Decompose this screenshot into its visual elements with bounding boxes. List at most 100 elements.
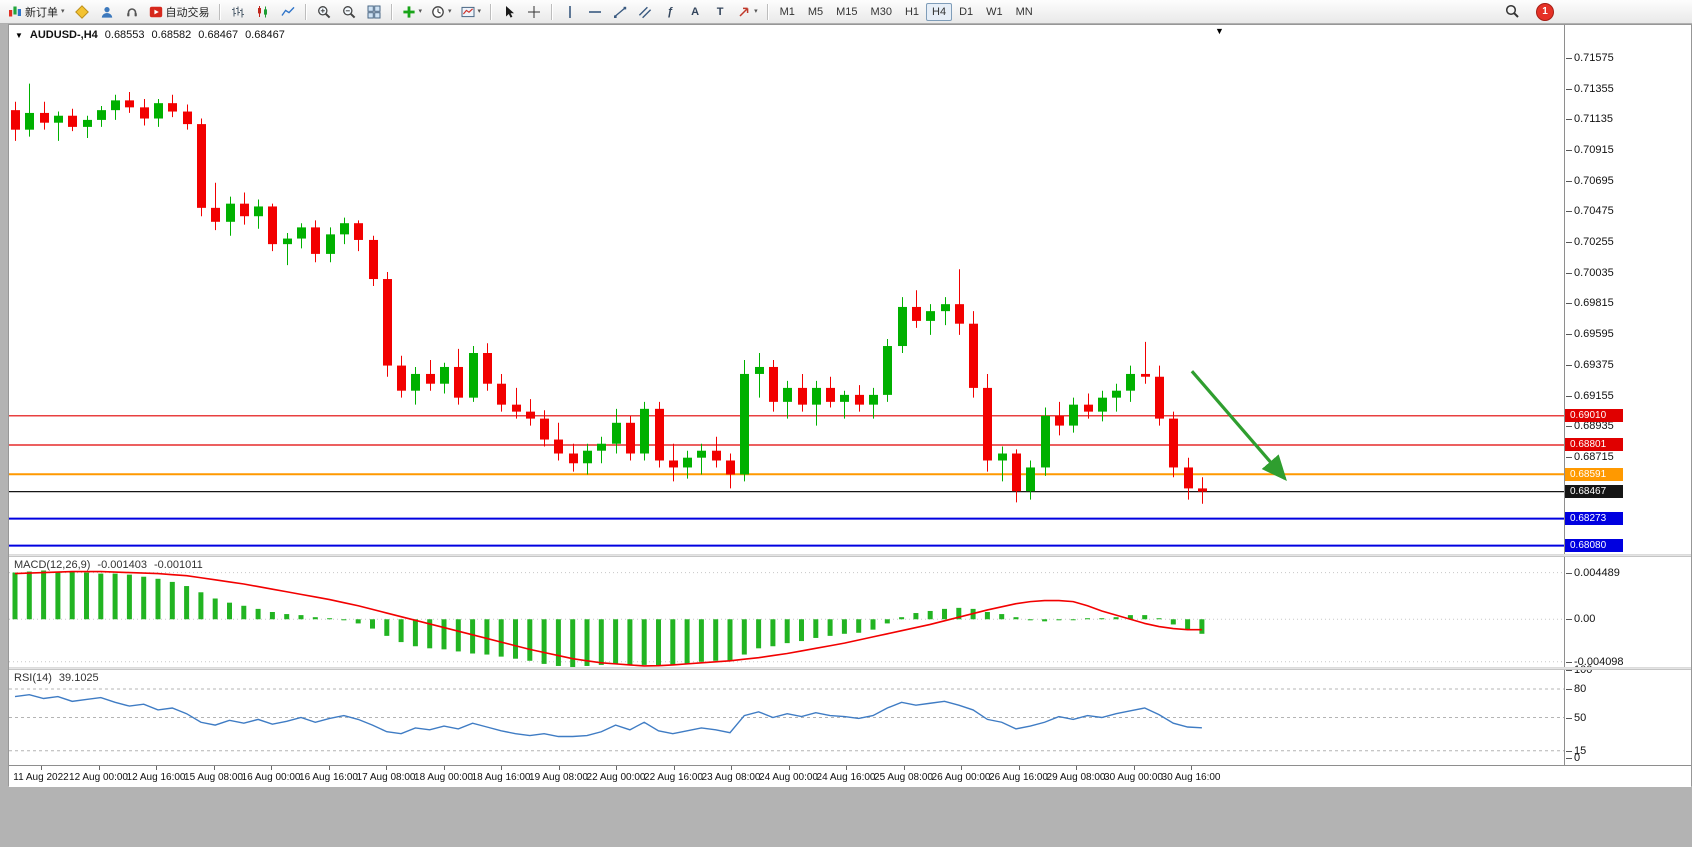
headset-icon: [126, 7, 137, 16]
time-axis-tick: [443, 766, 445, 770]
date-axis-label: 30 Aug 16:00: [1161, 772, 1221, 783]
horizontal-line-button[interactable]: [583, 2, 607, 22]
pane-divider[interactable]: [9, 667, 1691, 670]
search-button[interactable]: [1500, 2, 1524, 22]
price-level-badge[interactable]: 0.68801: [1565, 438, 1623, 452]
chart-window: ▼ AUDUSD-,H4 0.68553 0.68582 0.68467 0.6…: [8, 24, 1692, 787]
date-axis-label: 17 Aug 08:00: [356, 772, 416, 783]
price-axis[interactable]: 0.71575 0.71355 0.71135 0.70915 0.70695 0.704…: [1564, 25, 1691, 765]
timeframe-m1-button[interactable]: M1: [774, 3, 801, 21]
text-button[interactable]: A: [683, 2, 707, 22]
main-chart-pane[interactable]: [9, 25, 1564, 554]
indicators-button[interactable]: ▾: [398, 2, 427, 22]
chevron-down-icon: ▾: [418, 8, 423, 15]
axis-tick-label: -0.004098: [1566, 655, 1624, 668]
templates-button[interactable]: ▾: [457, 2, 486, 22]
rsi-pane[interactable]: [9, 670, 1564, 765]
new-order-icon: [9, 6, 21, 17]
date-axis-label: 11 Aug 2022: [13, 772, 69, 783]
candlestick-icon: [257, 5, 267, 17]
timeframe-w1-button[interactable]: W1: [980, 3, 1009, 21]
date-axis-label: 30 Aug 00:00: [1104, 772, 1163, 783]
pane-divider[interactable]: [9, 554, 1691, 557]
fibonacci-button[interactable]: ƒ: [658, 2, 682, 22]
bar-chart-button[interactable]: [226, 2, 250, 22]
ohlc-open: 0.68553: [104, 29, 145, 41]
axis-tick-label: 0.004489: [1566, 566, 1620, 579]
arrows-button[interactable]: ▾: [733, 2, 762, 22]
price-level-badge[interactable]: 0.68080: [1565, 539, 1623, 553]
community-button[interactable]: [95, 2, 119, 22]
macd-header: MACD(12,26,9) -0.001403 -0.001011: [14, 559, 203, 571]
zoom-in-button[interactable]: [312, 2, 336, 22]
date-axis-label: 24 Aug 00:00: [759, 772, 818, 783]
timeframe-h1-button[interactable]: H1: [899, 3, 925, 21]
axis-tick-label: 50: [1565, 711, 1587, 724]
notification-badge[interactable]: 1: [1536, 2, 1554, 21]
one-click-trading-toggle[interactable]: ▼: [15, 30, 23, 40]
metaeditor-icon: [74, 4, 89, 19]
time-axis[interactable]: 11 Aug 2022 12 Aug 00:00 12 Aug 16:00 15 Au…: [9, 765, 1691, 787]
toolbar-separator: [304, 3, 307, 20]
support-button[interactable]: [120, 2, 144, 22]
channel-icon: [638, 6, 652, 18]
date-axis-label: 12 Aug 00:00: [69, 772, 128, 783]
date-axis-label: 25 A​ug 08:00: [874, 772, 933, 783]
time-axis-tick: [271, 766, 272, 770]
text-label-button[interactable]: T: [708, 2, 732, 22]
text-tool-icon: A: [691, 5, 700, 18]
crosshair-button[interactable]: [522, 2, 546, 22]
metaeditor-button[interactable]: [70, 2, 94, 22]
time-axis-tick: [328, 766, 330, 770]
timeframe-m5-button[interactable]: M5: [802, 3, 829, 21]
rsi-value: 39.1025: [58, 672, 99, 684]
autotrading-button[interactable]: 自动交易: [145, 2, 214, 22]
macd-pane[interactable]: [9, 557, 1564, 667]
toolbar-separator: [766, 3, 769, 20]
chart-shift-marker[interactable]: ▼: [1215, 26, 1224, 36]
vertical-line-button[interactable]: [558, 2, 582, 22]
price-level-badge[interactable]: 0.68467: [1565, 485, 1623, 499]
new-order-button[interactable]: 新订单 ▾: [4, 2, 69, 22]
timeframe-h4-button[interactable]: H4: [926, 2, 953, 21]
candlestick-chart-button[interactable]: [251, 2, 275, 22]
price-level-badge[interactable]: 0.68591: [1565, 467, 1623, 481]
toolbar-separator: [218, 3, 221, 20]
ohlc-low: 0.68467: [198, 29, 239, 41]
axis-tick-label: 0.71575: [1566, 51, 1614, 64]
axis-tick-label: 0.71355: [1566, 82, 1614, 95]
axis-tick-label: 0: [1565, 752, 1581, 764]
zoom-out-button[interactable]: [337, 2, 361, 22]
trendline-button[interactable]: [608, 2, 632, 22]
cursor-button[interactable]: [497, 2, 521, 22]
chevron-down-icon: ▾: [477, 8, 482, 15]
clock-icon: [432, 5, 444, 18]
tile-windows-icon: [367, 5, 381, 18]
ohlc-high: 0.68582: [151, 29, 192, 41]
price-level-badge[interactable]: 0.68273: [1565, 512, 1623, 526]
crosshair-icon: [528, 5, 541, 18]
line-chart-button[interactable]: [276, 2, 300, 22]
arrow-tool-icon: [739, 7, 749, 17]
axis-tick-label: 0.68715: [1566, 450, 1614, 463]
channel-button[interactable]: [633, 2, 657, 22]
timeframe-d1-button[interactable]: D1: [953, 3, 979, 21]
toolbar: 新订单 ▾ 自动交易: [0, 0, 1692, 24]
tile-windows-button[interactable]: [362, 2, 386, 22]
cursor-arrow-icon: [506, 5, 515, 18]
periods-button[interactable]: ▾: [427, 2, 456, 22]
timeframe-m15-button[interactable]: M15: [830, 3, 863, 21]
autotrading-label: 自动交易: [165, 6, 210, 19]
time-axis-tick: [1018, 766, 1020, 770]
timeframe-m30-button[interactable]: M30: [865, 3, 898, 21]
date-axis-label: 26 Aug 16:00: [989, 772, 1048, 783]
timeframe-mn-button[interactable]: MN: [1010, 3, 1039, 21]
timeframe-group: M1 M5 M15 M30 H1 H4 D1 W1 MN: [774, 2, 1039, 21]
zoom-out-icon: [342, 5, 355, 18]
price-level-badge[interactable]: 0.69010: [1565, 409, 1623, 423]
axis-tick-label: 0.70695: [1566, 174, 1614, 187]
date-axis-label: 22 Aug 00:00: [586, 772, 646, 783]
autotrading-icon: [149, 6, 162, 17]
date-axis-label: 18 Aug 00:00: [414, 772, 473, 783]
